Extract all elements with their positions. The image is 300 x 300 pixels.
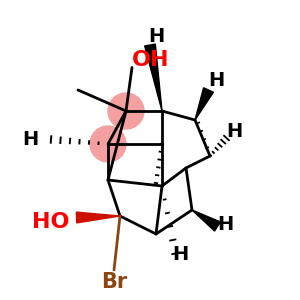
- Polygon shape: [192, 210, 220, 231]
- Text: H: H: [172, 245, 188, 265]
- Polygon shape: [195, 88, 213, 120]
- Text: H: H: [148, 26, 164, 46]
- Text: H: H: [208, 71, 224, 91]
- Text: H: H: [217, 215, 233, 235]
- Polygon shape: [145, 44, 162, 111]
- Text: HO: HO: [32, 212, 70, 232]
- Text: OH: OH: [132, 50, 170, 70]
- Circle shape: [90, 126, 126, 162]
- Polygon shape: [76, 212, 120, 223]
- Text: Br: Br: [101, 272, 127, 292]
- Circle shape: [108, 93, 144, 129]
- Text: H: H: [22, 130, 38, 149]
- Text: H: H: [226, 122, 242, 142]
